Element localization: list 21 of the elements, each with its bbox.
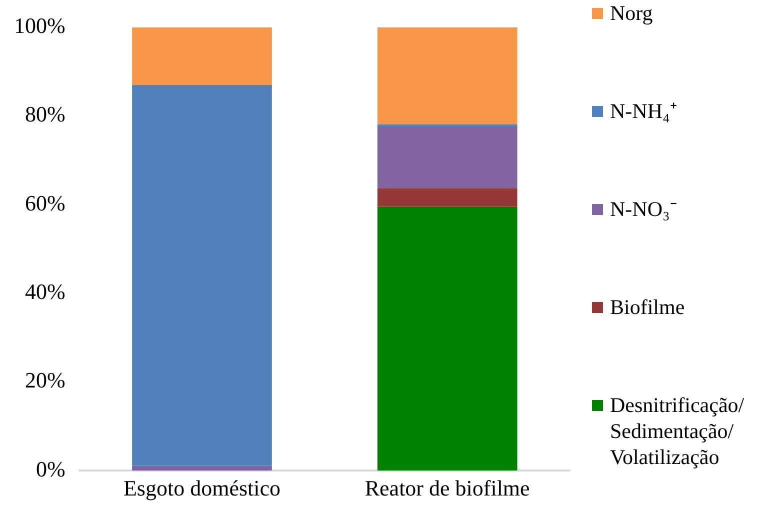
legend-label: Norg (610, 0, 654, 26)
legend-label: N-NO₃⁻ (610, 196, 678, 222)
y-tick-label: 20% (25, 368, 66, 393)
y-tick-label: 60% (25, 190, 66, 216)
y-tick-label: 80% (25, 102, 66, 127)
bar (377, 124, 518, 127)
legend-label: Desnitrificação/ Sedimentação/ Volatilização (610, 392, 746, 470)
y-tick-label: 0% (36, 456, 66, 482)
y-tick-label: 40% (25, 279, 66, 304)
bar (377, 126, 518, 188)
bar (377, 27, 518, 124)
bar (132, 27, 272, 85)
y-tick-label: 100% (14, 12, 66, 38)
x-tick-label: Esgoto doméstico (123, 476, 281, 501)
bar (132, 84, 272, 466)
bar (132, 466, 272, 471)
legend-label: N-NH₄⁺ (610, 98, 678, 124)
legend-label: Biofilme (610, 294, 686, 320)
bar (377, 188, 518, 207)
x-tick-label: Reator de biofilme (364, 476, 530, 501)
bar (377, 206, 518, 471)
